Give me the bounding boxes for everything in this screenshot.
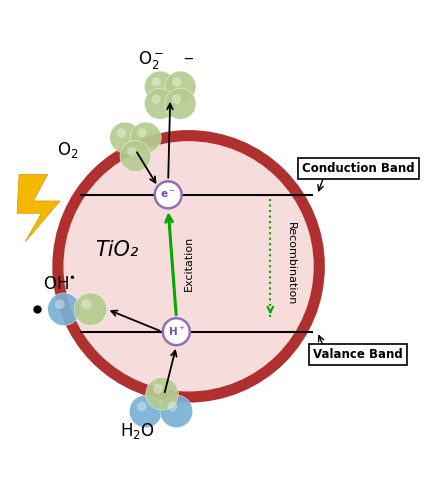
Circle shape <box>82 300 91 309</box>
Circle shape <box>58 136 319 397</box>
Text: e$^-$: e$^-$ <box>160 190 176 200</box>
Circle shape <box>144 71 176 102</box>
Text: H$^+$: H$^+$ <box>167 325 185 338</box>
Text: Recombination: Recombination <box>286 222 296 305</box>
Circle shape <box>165 71 196 102</box>
Text: O$_2$: O$_2$ <box>57 140 79 160</box>
Circle shape <box>110 122 141 153</box>
Text: O$_2^-$: O$_2^-$ <box>138 49 164 71</box>
Circle shape <box>165 88 196 120</box>
Text: Conduction Band: Conduction Band <box>302 162 414 175</box>
Text: OH$^{•}$: OH$^{•}$ <box>43 276 76 293</box>
Circle shape <box>160 395 193 428</box>
Circle shape <box>127 146 136 156</box>
Circle shape <box>163 318 190 345</box>
Polygon shape <box>17 174 60 242</box>
Circle shape <box>146 378 178 410</box>
Text: ‒: ‒ <box>184 50 193 66</box>
Circle shape <box>144 88 176 120</box>
Circle shape <box>172 78 181 86</box>
Circle shape <box>120 140 151 172</box>
Text: TiO₂: TiO₂ <box>96 240 139 260</box>
Circle shape <box>151 94 161 104</box>
Circle shape <box>151 78 161 86</box>
Circle shape <box>48 293 80 326</box>
Circle shape <box>117 128 126 138</box>
Text: Excitation: Excitation <box>184 236 194 291</box>
Circle shape <box>74 293 107 326</box>
Circle shape <box>153 384 163 394</box>
Circle shape <box>55 300 65 309</box>
Circle shape <box>167 402 177 411</box>
Circle shape <box>155 182 181 208</box>
Circle shape <box>129 395 162 428</box>
Circle shape <box>172 94 181 104</box>
Circle shape <box>137 402 147 411</box>
Circle shape <box>130 122 161 153</box>
Text: H$_2$O: H$_2$O <box>120 420 155 440</box>
Text: Valance Band: Valance Band <box>313 348 403 360</box>
Circle shape <box>137 128 147 138</box>
